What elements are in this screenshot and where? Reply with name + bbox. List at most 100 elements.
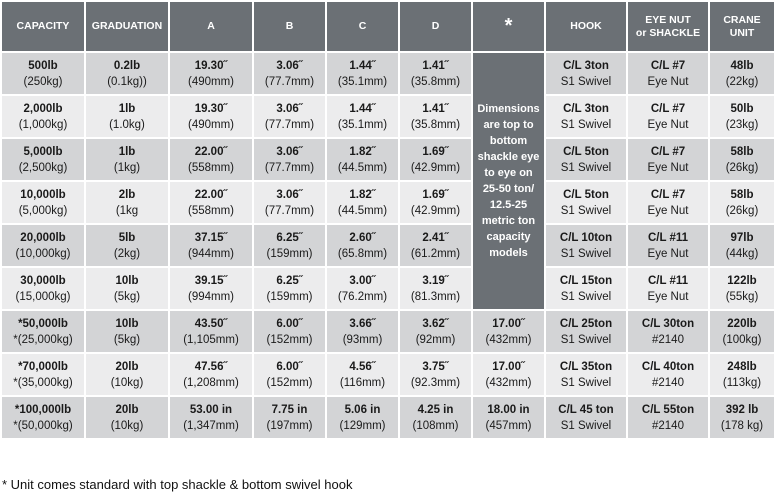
cell-primary-value: 0.2lb xyxy=(113,59,141,72)
cell-dim-a: 19.30˝ (490mm) xyxy=(170,96,252,137)
cell-secondary-value: (432mm) xyxy=(485,376,532,389)
cell-primary-value: 1.69˝ xyxy=(422,145,449,158)
dimension-note-line: metric ton xyxy=(481,215,536,227)
cell-primary-value: 6.00˝ xyxy=(276,360,303,373)
cell-dim-d: 1.41˝ (35.8mm) xyxy=(400,96,471,137)
cell-dim-d: 2.41˝ (61.2mm) xyxy=(400,225,471,266)
cell-primary-value: 1.41˝ xyxy=(422,59,449,72)
cell-secondary-value: #2140 xyxy=(652,333,684,346)
cell-eye-nut-or-shackle: C/L #7 Eye Nut xyxy=(628,96,708,137)
cell-primary-value: 18.00 in xyxy=(487,403,530,416)
cell-primary-value: 392 lb xyxy=(725,403,759,416)
cell-primary-value: 22.00˝ xyxy=(194,188,228,201)
cell-secondary-value: (250kg) xyxy=(23,75,63,88)
cell-primary-value: 2,000lb xyxy=(23,102,63,115)
cell-graduation: 1lb (1.0kg) xyxy=(86,96,168,137)
cell-primary-value: 5lb xyxy=(118,231,136,244)
cell-secondary-value: (1,347mm) xyxy=(183,419,239,432)
cell-secondary-value: (44.5mm) xyxy=(337,204,388,217)
cell-crane-unit: 50lb (23kg) xyxy=(710,96,774,137)
cell-graduation: 1lb (1kg) xyxy=(86,139,168,180)
cell-crane-unit: 122lb (55kg) xyxy=(710,268,774,309)
header-dim-b: B xyxy=(254,2,325,51)
cell-primary-value: 39.15˝ xyxy=(194,274,228,287)
cell-secondary-value: (1,105mm) xyxy=(183,333,239,346)
header-row: CAPACITY GRADUATION A B C D * HOOK EYE NUT or SHA… xyxy=(2,2,774,51)
cell-secondary-value: (26kg) xyxy=(725,161,759,174)
header-label-line: B xyxy=(285,20,294,32)
cell-secondary-value: (432mm) xyxy=(485,333,532,346)
footnote: * Unit comes standard with top shackle &… xyxy=(2,477,353,492)
cell-secondary-value: Eye Nut xyxy=(647,204,689,217)
cell-secondary-value: (2kg) xyxy=(113,247,141,260)
header-label-line: HOOK xyxy=(570,20,602,32)
cell-secondary-value: (558mm) xyxy=(187,161,234,174)
cell-primary-value: C/L 5ton xyxy=(563,188,609,201)
cell-crane-unit: 220lb (100kg) xyxy=(710,311,774,352)
dimension-note-line: capacity xyxy=(486,231,531,243)
cell-secondary-value: (457mm) xyxy=(485,419,532,432)
cell-primary-value: 17.00˝ xyxy=(492,360,525,373)
cell-dim-d: 4.25 in (108mm) xyxy=(400,397,471,438)
cell-primary-value: 43.50˝ xyxy=(194,317,228,330)
table-row: *70,000lb *(35,000kg) 20lb (10kg) 47.56˝ (1,2… xyxy=(2,354,774,395)
cell-crane-unit: 48lb (22kg) xyxy=(710,53,774,94)
cell-eye-nut-or-shackle: C/L #11 Eye Nut xyxy=(628,225,708,266)
header-label-line: CRANE xyxy=(723,13,761,26)
cell-secondary-value: *(50,000kg) xyxy=(13,419,73,432)
cell-graduation: 5lb (2kg) xyxy=(86,225,168,266)
cell-crane-unit: 58lb (26kg) xyxy=(710,182,774,223)
cell-secondary-value: (42.9mm) xyxy=(410,204,461,217)
cell-primary-value: *100,000lb xyxy=(14,403,72,416)
cell-capacity: *100,000lb *(50,000kg) xyxy=(2,397,84,438)
cell-dim-d: 3.19˝ (81.3mm) xyxy=(400,268,471,309)
cell-capacity: 10,000lb (5,000kg) xyxy=(2,182,84,223)
cell-hook: C/L 15ton S1 Swivel xyxy=(546,268,626,309)
cell-primary-value: 122lb xyxy=(727,274,757,287)
cell-dim-a: 37.15˝ (944mm) xyxy=(170,225,252,266)
cell-primary-value: C/L #7 xyxy=(650,59,686,72)
cell-secondary-value: (2,500kg) xyxy=(18,161,68,174)
dimension-note-line: are top to xyxy=(483,119,534,131)
cell-dim-a: 19.30˝ (490mm) xyxy=(170,53,252,94)
table-row: 2,000lb (1,000kg) 1lb (1.0kg) 19.30˝ (490mm) 3… xyxy=(2,96,774,137)
cell-primary-value: 500lb xyxy=(28,59,58,72)
table-row: 30,000lb (15,000kg) 10lb (5kg) 39.15˝ (994mm)… xyxy=(2,268,774,309)
cell-eye-nut-or-shackle: C/L 40ton #2140 xyxy=(628,354,708,395)
cell-dim-b: 3.06˝ (77.7mm) xyxy=(254,96,325,137)
cell-secondary-value: S1 Swivel xyxy=(560,118,612,131)
cell-secondary-value: (35.1mm) xyxy=(337,75,388,88)
cell-primary-value: 220lb xyxy=(727,317,757,330)
cell-graduation: 2lb (1kg xyxy=(86,182,168,223)
cell-secondary-value: *(25,000kg) xyxy=(13,333,73,346)
cell-secondary-value: (77.7mm) xyxy=(264,75,315,88)
cell-crane-unit: 392 lb (178 kg) xyxy=(710,397,774,438)
cell-secondary-value: (490mm) xyxy=(187,75,234,88)
cell-secondary-value: (5kg) xyxy=(113,290,141,303)
dimension-note-line: Dimensions xyxy=(477,103,540,115)
cell-primary-value: 30,000lb xyxy=(20,274,66,287)
cell-primary-value: C/L 45 ton xyxy=(558,403,614,416)
cell-secondary-value: (944mm) xyxy=(187,247,234,260)
cell-secondary-value: S1 Swivel xyxy=(560,333,612,346)
cell-secondary-value: (61.2mm) xyxy=(410,247,461,260)
cell-primary-value: 20lb xyxy=(115,360,139,373)
cell-primary-value: 6.00˝ xyxy=(276,317,303,330)
cell-hook: C/L 3ton S1 Swivel xyxy=(546,96,626,137)
cell-primary-value: 50lb xyxy=(730,102,754,115)
cell-capacity: 5,000lb (2,500kg) xyxy=(2,139,84,180)
cell-secondary-value: (42.9mm) xyxy=(410,161,461,174)
cell-primary-value: 3.75˝ xyxy=(422,360,449,373)
cell-secondary-value: Eye Nut xyxy=(647,290,689,303)
cell-secondary-value: Eye Nut xyxy=(647,118,689,131)
cell-secondary-value: (1,208mm) xyxy=(183,376,239,389)
cell-primary-value: 47.56˝ xyxy=(194,360,228,373)
cell-secondary-value: (197mm) xyxy=(266,419,313,432)
cell-dim-b: 7.75 in (197mm) xyxy=(254,397,325,438)
cell-secondary-value: (152mm) xyxy=(266,376,313,389)
cell-secondary-value: (159mm) xyxy=(266,290,313,303)
cell-dim-c: 1.44˝ (35.1mm) xyxy=(327,53,398,94)
table-row: 20,000lb (10,000kg) 5lb (2kg) 37.15˝ (944mm) 6… xyxy=(2,225,774,266)
cell-primary-value: *50,000lb xyxy=(18,317,68,330)
cell-primary-value: C/L 15ton xyxy=(559,274,613,287)
